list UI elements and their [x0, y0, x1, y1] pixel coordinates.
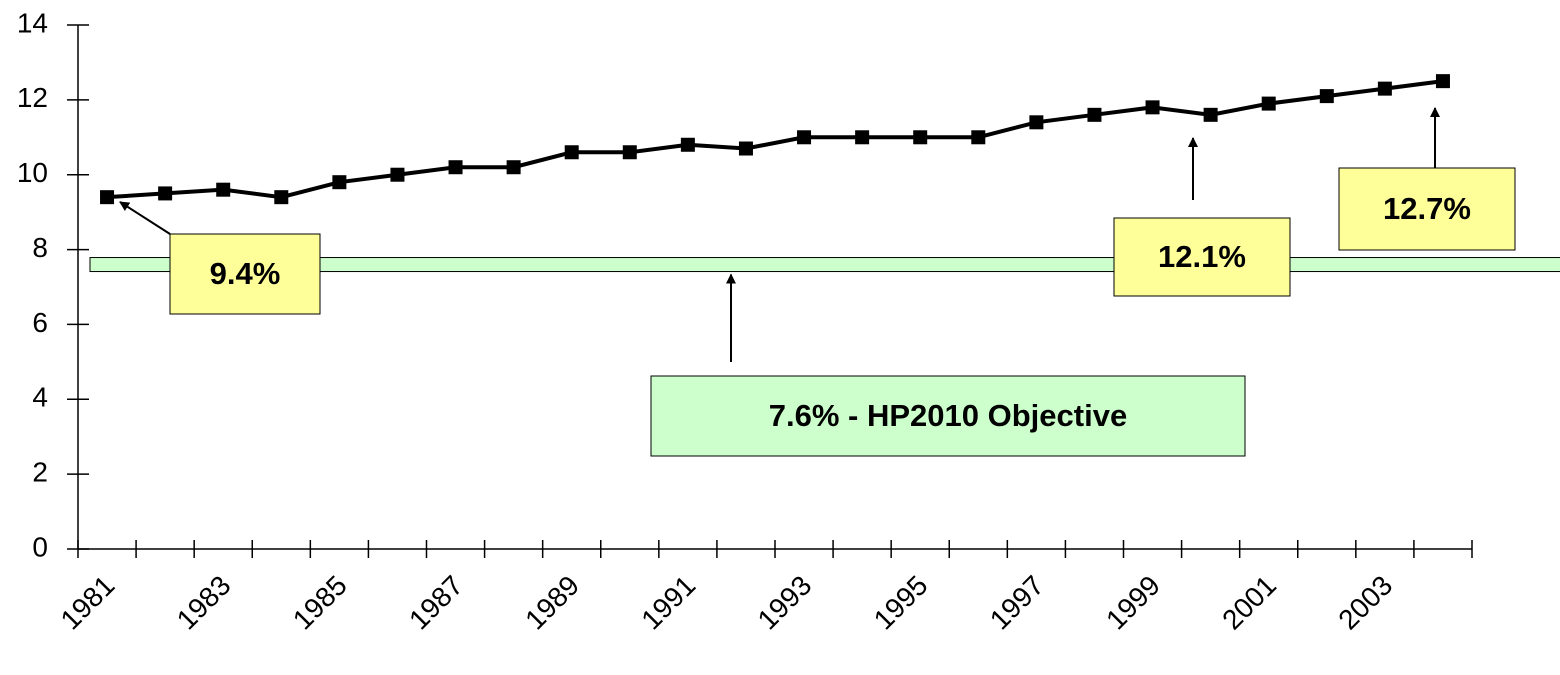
annotation-box — [650, 375, 1246, 457]
annotation-text: 9.4% — [210, 256, 281, 291]
point-marker — [913, 130, 928, 145]
y-tick-label: 12 — [17, 82, 48, 113]
x-tick-label: 1983 — [171, 570, 237, 636]
point-marker — [1319, 89, 1334, 104]
y-tick-label: 14 — [17, 7, 48, 38]
point-marker — [274, 190, 289, 205]
point-marker — [390, 167, 405, 182]
point-marker — [1261, 96, 1276, 111]
point-marker — [1435, 74, 1450, 89]
x-tick-label: 1985 — [287, 570, 353, 636]
x-tick-label: 2001 — [1216, 570, 1282, 636]
point-marker — [1377, 81, 1392, 96]
point-marker — [1087, 107, 1102, 122]
x-tick-label: 1991 — [635, 570, 701, 636]
annotation-box — [1338, 167, 1516, 251]
point-marker — [797, 130, 812, 145]
annotation-arrow — [119, 201, 171, 235]
series-line — [106, 79, 1444, 200]
point-marker — [680, 137, 695, 152]
y-tick-label: 0 — [32, 531, 48, 562]
point-marker — [158, 186, 173, 201]
point-marker — [564, 145, 579, 160]
annotation-text: 12.7% — [1383, 191, 1471, 226]
x-tick-label: 1995 — [868, 570, 934, 636]
point-marker — [1145, 100, 1160, 115]
annotation-text: 12.1% — [1158, 239, 1246, 274]
x-tick-label: 1997 — [984, 570, 1050, 636]
annotation-text: 7.6% - HP2010 Objective — [769, 398, 1127, 433]
annotation-box — [169, 233, 321, 315]
point-marker — [506, 160, 521, 175]
x-tick-label: 1987 — [403, 570, 469, 636]
point-marker — [1203, 107, 1218, 122]
x-tick-label: 1999 — [1100, 570, 1166, 636]
point-marker — [622, 145, 637, 160]
point-marker — [100, 190, 115, 205]
point-marker — [332, 175, 347, 190]
x-tick-label: 1981 — [55, 570, 121, 636]
point-marker — [448, 160, 463, 175]
point-marker — [971, 130, 986, 145]
point-marker — [216, 182, 231, 197]
x-tick-label: 2003 — [1332, 570, 1398, 636]
point-marker — [855, 130, 870, 145]
point-marker — [1029, 115, 1044, 130]
annotation-box — [1113, 217, 1291, 297]
x-tick-label: 1993 — [752, 570, 818, 636]
y-tick-label: 10 — [17, 157, 48, 188]
point-marker — [738, 141, 753, 156]
y-tick-label: 4 — [32, 382, 48, 413]
x-tick-label: 1989 — [519, 570, 585, 636]
y-tick-label: 2 — [32, 457, 48, 488]
y-tick-label: 8 — [32, 232, 48, 263]
y-tick-label: 6 — [32, 307, 48, 338]
